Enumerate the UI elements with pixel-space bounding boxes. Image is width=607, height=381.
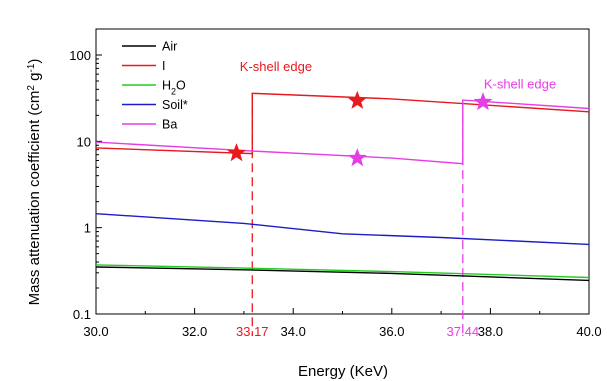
series-line-air	[95, 266, 590, 282]
y-tick-label: 10	[77, 134, 91, 149]
edge-energy-label: 33.17	[236, 324, 269, 339]
legend-label: Soil*	[162, 98, 188, 112]
legend-label: I	[162, 59, 165, 73]
x-axis-label: Energy (KeV)	[298, 363, 388, 380]
star-marker	[347, 148, 367, 167]
plot-frame	[95, 28, 590, 315]
legend-label: Ba	[162, 118, 177, 132]
x-axis-ticks: 30.0 32.0 34.0 36.0 38.0 40.0	[83, 308, 602, 339]
star-marker	[347, 90, 367, 109]
annotations: K-shell edge K-shell edge	[240, 59, 556, 91]
star-markers	[227, 90, 493, 167]
x-tick-label: 34.0	[281, 324, 306, 339]
x-tick-label: 40.0	[576, 324, 601, 339]
star-marker	[473, 92, 493, 111]
series-line-h2o	[95, 264, 590, 279]
plot-border	[95, 28, 590, 315]
legend-label: Air	[162, 40, 177, 54]
x-tick-label: 38.0	[478, 324, 503, 339]
k-shell-edge-annotation: K-shell edge	[240, 59, 312, 74]
k-shell-edge-annotation: K-shell edge	[484, 76, 556, 91]
x-tick-label: 30.0	[83, 324, 108, 339]
x-tick-label: 36.0	[379, 324, 404, 339]
legend-label: H2O	[162, 79, 186, 97]
y-axis-ticks: 0.1 1 10 100	[69, 28, 102, 322]
y-tick-label: 100	[69, 48, 91, 63]
series-line-i	[95, 92, 590, 155]
k-shell-edge-lines: 33.17 37.44	[236, 93, 479, 339]
y-tick-label: 0.1	[73, 307, 91, 322]
x-tick-label: 32.0	[182, 324, 207, 339]
y-axis-label: Mass attenuation coefficient (cm2 g-1)	[26, 59, 44, 306]
y-tick-label: 1	[84, 221, 91, 236]
edge-energy-label: 37.44	[447, 324, 480, 339]
series-line-soil	[95, 213, 590, 246]
star-marker	[227, 143, 246, 162]
